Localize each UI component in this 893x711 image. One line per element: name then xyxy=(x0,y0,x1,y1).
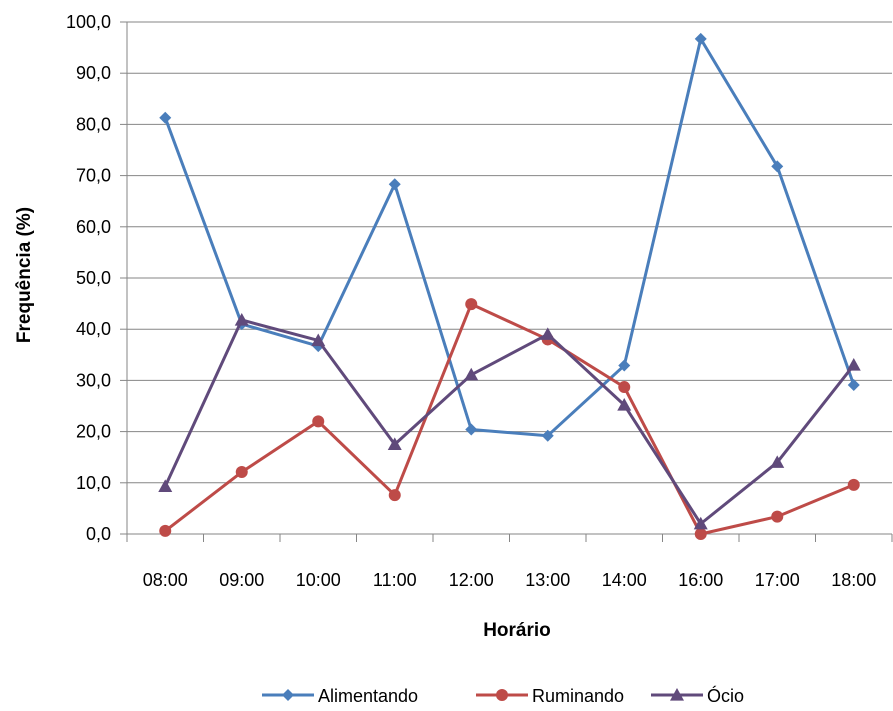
data-point-diamond xyxy=(282,689,294,701)
series-line xyxy=(163,37,856,438)
x-tick-label: 09:00 xyxy=(219,570,264,590)
series-group xyxy=(158,32,861,540)
y-tick-label: 40,0 xyxy=(76,319,111,339)
data-point-triangle xyxy=(464,367,479,381)
y-tick-labels: 0,0 10,0 20,0 30,0 40,0 50,0 60,0 70,0 80,0 90,0 1… xyxy=(66,12,111,544)
data-point-circle xyxy=(847,478,860,491)
y-tick-label: 10,0 xyxy=(76,473,111,493)
x-tick-label: 12:00 xyxy=(449,570,494,590)
data-point-triangle xyxy=(387,437,402,450)
legend-item: Alimentando xyxy=(262,686,418,706)
data-point-diamond xyxy=(694,32,707,45)
data-point-triangle xyxy=(234,312,249,326)
data-point-diamond xyxy=(541,429,554,442)
data-point-triangle xyxy=(617,397,632,411)
x-axis-title: Horário xyxy=(483,620,551,641)
x-tick-label: 17:00 xyxy=(755,570,800,590)
x-tick-label: 13:00 xyxy=(525,570,570,590)
series-line xyxy=(164,302,855,536)
data-point-diamond xyxy=(465,423,478,436)
axes xyxy=(126,22,893,542)
data-point-diamond xyxy=(159,111,172,124)
series-ócio xyxy=(158,312,861,530)
x-tick-labels: 08:00 09:00 10:00 11:00 12:00 13:00 14:00 16:00… xyxy=(143,570,877,590)
data-point-circle xyxy=(388,489,401,502)
y-tick-label: 90,0 xyxy=(76,63,111,83)
data-point-diamond xyxy=(618,359,631,372)
data-point-circle xyxy=(694,528,707,540)
data-point-diamond xyxy=(847,379,860,392)
data-point-circle xyxy=(235,466,248,479)
x-tick-label: 10:00 xyxy=(296,570,341,590)
y-tick-label: 20,0 xyxy=(76,422,111,442)
x-tick-label: 11:00 xyxy=(373,570,417,590)
data-point-circle xyxy=(465,298,478,311)
x-tick-label: 08:00 xyxy=(143,570,188,590)
legend: Alimentando Ruminando Ócio xyxy=(262,685,744,706)
data-point-triangle xyxy=(770,455,785,468)
data-point-circle xyxy=(312,415,325,428)
data-point-triangle xyxy=(540,327,555,340)
data-point-diamond xyxy=(388,178,401,191)
y-tick-label: 30,0 xyxy=(76,370,111,390)
x-tick-label: 14:00 xyxy=(602,570,647,590)
data-point-triangle xyxy=(670,688,684,701)
legend-label: Ócio xyxy=(707,685,744,706)
y-tick-label: 80,0 xyxy=(76,114,111,134)
series-ruminando xyxy=(159,298,860,540)
y-axis-title: Frequência (%) xyxy=(14,207,35,343)
x-tick-label: 18:00 xyxy=(831,570,876,590)
data-point-triangle xyxy=(693,516,708,530)
legend-label: Ruminando xyxy=(532,686,624,706)
y-tick-label: 0,0 xyxy=(86,524,111,544)
data-point-diamond xyxy=(771,160,784,173)
data-point-triangle xyxy=(311,333,326,347)
data-point-circle xyxy=(618,381,631,394)
y-tick-label: 60,0 xyxy=(76,217,111,237)
legend-item: Ruminando xyxy=(476,686,624,706)
legend-item: Ócio xyxy=(651,685,744,706)
legend-label: Alimentando xyxy=(318,686,418,706)
y-tick-label: 50,0 xyxy=(76,268,111,288)
data-point-circle xyxy=(496,689,508,701)
y-tick-label: 100,0 xyxy=(66,12,111,32)
data-point-circle xyxy=(159,524,172,537)
data-point-triangle xyxy=(846,358,861,371)
x-tick-label: 16:00 xyxy=(678,570,723,590)
y-tick-label: 70,0 xyxy=(76,166,111,186)
data-point-circle xyxy=(771,510,784,523)
data-point-triangle xyxy=(158,479,173,492)
gridlines xyxy=(120,21,892,535)
series-line xyxy=(163,318,855,526)
